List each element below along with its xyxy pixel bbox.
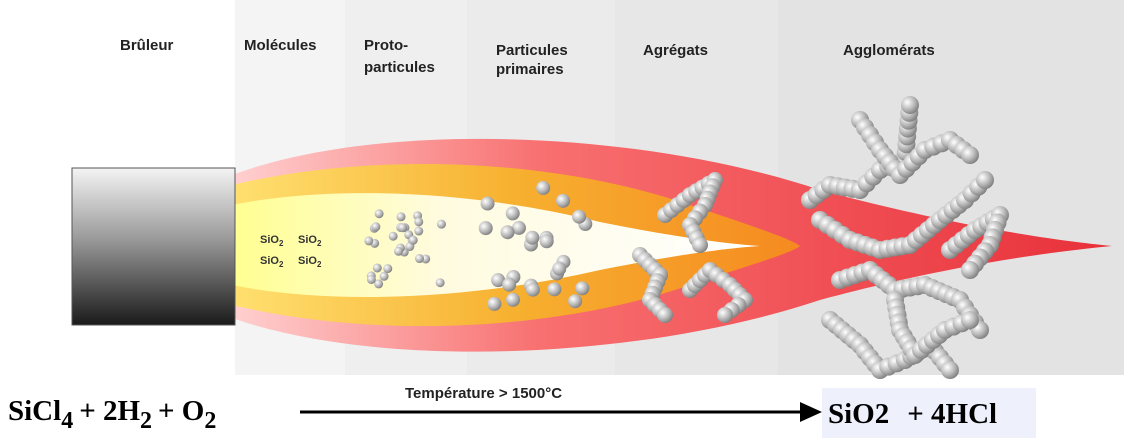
particle xyxy=(575,281,589,295)
particle xyxy=(501,225,515,239)
particle xyxy=(526,283,540,297)
particle xyxy=(373,263,382,272)
header: particules xyxy=(364,59,435,76)
header: Brûleur xyxy=(120,37,174,54)
particle xyxy=(415,254,424,263)
diagram: Brûleur Molécules Proto- particules Part… xyxy=(0,0,1124,443)
particle xyxy=(961,311,979,329)
reactants: SiCl4+ 2H2+ O2 xyxy=(8,395,216,434)
particle xyxy=(692,237,708,253)
equation: SiCl4+ 2H2+ O2 Température > 1500°C SiO2… xyxy=(8,385,1036,438)
particle xyxy=(383,264,392,273)
particle xyxy=(389,232,398,241)
particle xyxy=(409,236,418,245)
particle xyxy=(367,275,376,284)
particle xyxy=(394,247,403,256)
header: Agglomérats xyxy=(843,42,935,59)
particle xyxy=(397,212,406,221)
arrow-head xyxy=(800,402,822,422)
particle xyxy=(371,222,380,231)
particle xyxy=(487,297,501,311)
products: SiO2+ 4HCl xyxy=(828,398,997,430)
particle xyxy=(568,294,582,308)
particle xyxy=(901,96,919,114)
particle xyxy=(436,278,445,287)
particle xyxy=(364,236,373,245)
particle xyxy=(414,217,423,226)
particle xyxy=(572,210,586,224)
particle xyxy=(976,171,994,189)
particle xyxy=(375,209,384,218)
particle xyxy=(547,282,561,296)
particle xyxy=(502,278,516,292)
particle xyxy=(506,293,520,307)
condition: Température > 1500°C xyxy=(405,385,562,402)
particle xyxy=(540,234,554,248)
particle xyxy=(398,223,407,232)
particle xyxy=(536,181,550,195)
particle xyxy=(961,146,979,164)
header: Proto- xyxy=(364,37,408,54)
header: Agrégats xyxy=(643,42,708,59)
header: primaires xyxy=(496,61,564,78)
particle xyxy=(479,221,493,235)
particle xyxy=(380,272,389,281)
particle xyxy=(556,194,570,208)
burner xyxy=(72,168,235,325)
header: Particules xyxy=(496,42,568,59)
particle xyxy=(941,361,959,379)
header: Molécules xyxy=(244,37,317,54)
particle xyxy=(481,197,495,211)
particle xyxy=(525,231,539,245)
particle xyxy=(506,206,520,220)
particle xyxy=(552,262,566,276)
particle xyxy=(657,307,673,323)
particle xyxy=(961,261,979,279)
particle xyxy=(437,220,446,229)
particle xyxy=(414,227,423,236)
particle xyxy=(717,307,733,323)
